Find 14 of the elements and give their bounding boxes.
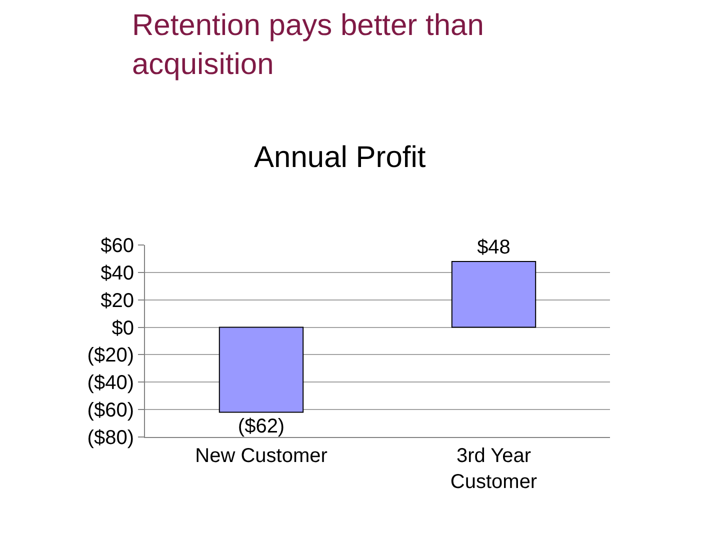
y-tick-label: $40 [100, 262, 134, 284]
x-tick-label: 3rd Year Customer [450, 445, 538, 493]
data-label: $48 [477, 236, 510, 258]
chart-subtitle: Annual Profit [254, 141, 426, 174]
y-tick-label: ($80) [87, 427, 134, 449]
data-label: ($62) [238, 415, 285, 438]
y-tick-label: $0 [112, 317, 134, 340]
chart-title: Retention pays better than acquisition [132, 9, 484, 82]
y-tick-label: ($40) [87, 372, 134, 394]
y-tick-label: $20 [100, 290, 134, 312]
x-tick-label: New Customer [195, 445, 328, 467]
y-tick-label: $60 [100, 235, 134, 257]
y-tick-label: ($60) [87, 400, 134, 422]
y-tick-label: ($20) [87, 344, 134, 367]
